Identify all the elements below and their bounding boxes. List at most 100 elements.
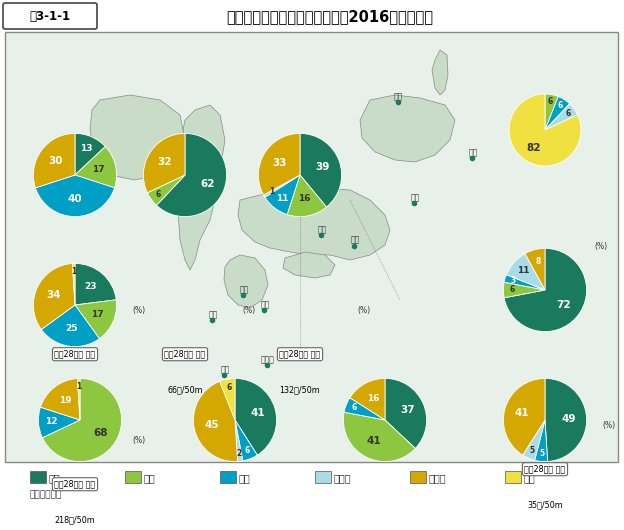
Text: 30: 30 <box>48 156 63 166</box>
Wedge shape <box>41 378 80 420</box>
Text: 5: 5 <box>539 448 544 457</box>
Text: 18個/50m: 18個/50m <box>527 312 563 321</box>
Wedge shape <box>258 134 300 195</box>
Wedge shape <box>75 263 116 305</box>
Text: 韓国: 韓国 <box>239 473 251 483</box>
Wedge shape <box>75 146 117 188</box>
Wedge shape <box>506 253 545 290</box>
Text: 45: 45 <box>204 420 219 430</box>
Text: 6: 6 <box>351 403 357 412</box>
Wedge shape <box>300 134 341 207</box>
Text: 41: 41 <box>251 408 265 418</box>
Text: 図3-1-1: 図3-1-1 <box>29 11 71 23</box>
Text: 132個/50m: 132個/50m <box>280 385 320 394</box>
Wedge shape <box>545 96 570 130</box>
Text: 6: 6 <box>245 446 250 455</box>
Text: 34: 34 <box>46 290 61 300</box>
Text: 稚内: 稚内 <box>393 93 402 102</box>
Wedge shape <box>235 420 257 461</box>
Wedge shape <box>34 263 75 330</box>
Wedge shape <box>350 378 385 420</box>
Text: (%): (%) <box>132 306 145 315</box>
Text: 23: 23 <box>85 282 97 292</box>
Bar <box>30 471 46 483</box>
Text: 17: 17 <box>91 310 104 319</box>
Wedge shape <box>147 175 185 205</box>
Wedge shape <box>535 420 548 462</box>
Text: 68: 68 <box>93 428 107 438</box>
Text: 平成28年度 対馬: 平成28年度 対馬 <box>54 350 95 359</box>
Text: 平成28年度 根室: 平成28年度 根室 <box>524 465 565 474</box>
Wedge shape <box>220 378 235 420</box>
Text: 72: 72 <box>556 301 571 311</box>
Text: 3: 3 <box>510 276 515 285</box>
Text: 平成28年度 遊佐: 平成28年度 遊佐 <box>280 350 321 359</box>
Text: ロシア: ロシア <box>334 473 352 483</box>
Text: 6: 6 <box>558 101 563 110</box>
FancyBboxPatch shape <box>3 3 97 29</box>
Polygon shape <box>178 105 225 270</box>
Text: 不明: 不明 <box>524 473 536 483</box>
Text: 40: 40 <box>67 194 82 204</box>
Text: 30個/50m: 30個/50m <box>57 385 93 394</box>
Wedge shape <box>343 412 416 462</box>
Text: 41: 41 <box>367 437 381 446</box>
Wedge shape <box>42 378 122 462</box>
Text: (%): (%) <box>242 306 255 315</box>
Text: (%): (%) <box>357 306 370 315</box>
Wedge shape <box>265 175 300 215</box>
Text: 33: 33 <box>272 158 286 167</box>
Text: 種子島: 種子島 <box>261 356 275 365</box>
Wedge shape <box>525 249 545 290</box>
Text: 16: 16 <box>298 194 311 203</box>
Wedge shape <box>545 94 558 130</box>
Wedge shape <box>504 282 545 298</box>
Text: 6: 6 <box>548 97 553 106</box>
Text: (%): (%) <box>602 421 615 430</box>
Bar <box>410 471 426 483</box>
Bar <box>505 471 521 483</box>
Text: 1: 1 <box>71 267 77 276</box>
Text: 218個/50m: 218個/50m <box>55 515 95 524</box>
Text: 62: 62 <box>200 179 215 189</box>
Polygon shape <box>224 255 268 308</box>
Text: 5: 5 <box>529 446 534 455</box>
Wedge shape <box>75 134 105 175</box>
Wedge shape <box>504 378 545 455</box>
Wedge shape <box>34 134 75 188</box>
Text: 6: 6 <box>509 286 514 295</box>
Text: 35個/50m: 35個/50m <box>527 500 563 509</box>
Text: 32: 32 <box>157 157 172 167</box>
Wedge shape <box>72 263 75 305</box>
Text: 11: 11 <box>276 193 288 202</box>
Wedge shape <box>77 378 80 420</box>
Text: 66個/50m: 66個/50m <box>167 385 203 394</box>
Text: 資料：環境省: 資料：環境省 <box>30 490 62 499</box>
Text: 49: 49 <box>562 414 577 424</box>
Text: 奥美: 奥美 <box>220 366 230 375</box>
Text: 対馬: 対馬 <box>208 311 218 320</box>
Polygon shape <box>90 95 185 180</box>
Text: 39: 39 <box>316 162 330 172</box>
Text: 6: 6 <box>226 383 232 392</box>
Polygon shape <box>432 50 448 95</box>
Text: 17: 17 <box>92 165 105 174</box>
Text: 25: 25 <box>65 324 77 333</box>
Wedge shape <box>545 104 578 130</box>
Text: 8: 8 <box>535 257 540 266</box>
Text: (%): (%) <box>595 243 608 252</box>
Text: 37: 37 <box>400 405 414 416</box>
Text: 1: 1 <box>269 188 274 197</box>
Wedge shape <box>385 378 427 448</box>
Wedge shape <box>509 94 581 166</box>
Text: 遊佐: 遊佐 <box>350 235 359 244</box>
Text: 6: 6 <box>566 109 571 118</box>
Text: 根室: 根室 <box>469 148 477 157</box>
Text: 1: 1 <box>76 382 82 391</box>
Wedge shape <box>287 175 326 217</box>
Wedge shape <box>39 407 80 438</box>
Wedge shape <box>144 134 185 193</box>
Wedge shape <box>193 381 238 462</box>
Wedge shape <box>344 398 385 420</box>
Text: 82: 82 <box>527 143 541 153</box>
